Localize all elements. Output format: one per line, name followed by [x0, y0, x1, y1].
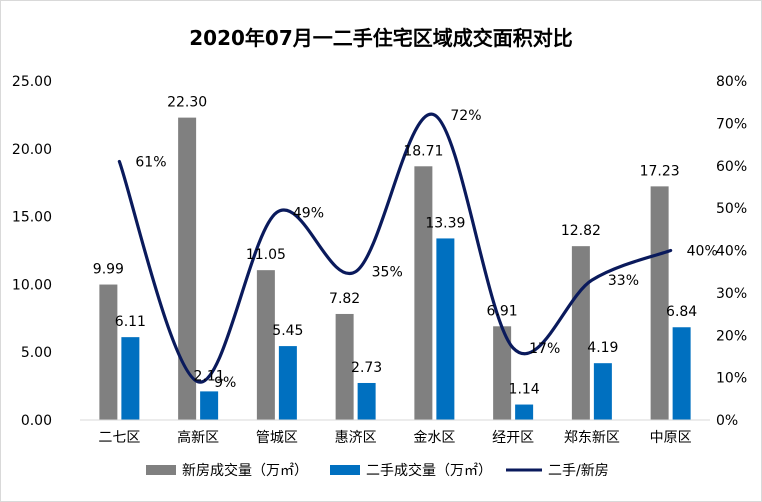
x-axis: 二七区 高新区 管城区 惠济区 金水区 经开区 郑东新区 中原区	[80, 419, 710, 446]
right-axis-tick-label: 60%	[716, 159, 747, 175]
left-axis: 0.00 5.00 10.00 15.00 20.00 25.00	[12, 74, 52, 429]
left-axis-tick-label: 25.00	[12, 74, 52, 90]
ratio-line	[117, 112, 673, 384]
ratio-value-label: 72%	[450, 108, 481, 124]
legend-label-ratio: 二手/新房	[548, 463, 609, 479]
right-axis-tick-label: 10%	[716, 371, 747, 387]
left-axis-tick-label: 20.00	[12, 142, 52, 158]
bars	[99, 117, 691, 420]
new-house-bar	[178, 117, 197, 420]
second-hand-bar	[672, 327, 691, 420]
right-axis-tick-label: 20%	[716, 328, 747, 344]
new-house-value-label: 18.71	[403, 143, 443, 159]
legend-swatch-new-house	[146, 465, 176, 475]
right-axis-tick-label: 80%	[716, 74, 747, 90]
right-axis-tick-label: 0%	[716, 413, 738, 429]
new-house-value-label: 11.05	[246, 247, 286, 263]
second-hand-value-label: 13.39	[425, 215, 465, 231]
second-hand-value-label: 2.11	[194, 368, 225, 384]
category-tick-label: 管城区	[256, 430, 298, 446]
category-tick-label: 中原区	[650, 430, 692, 446]
second-hand-bar	[278, 346, 297, 420]
second-hand-bar	[593, 363, 612, 420]
second-hand-value-label: 1.14	[509, 382, 540, 398]
second-hand-value-label: 5.45	[272, 323, 303, 339]
legend-label-second-hand: 二手成交量（万㎡）	[366, 462, 492, 479]
second-hand-bar	[121, 337, 140, 420]
second-hand-bar	[200, 391, 219, 420]
left-axis-tick-label: 0.00	[21, 413, 52, 429]
new-house-value-label: 9.99	[93, 262, 124, 278]
left-axis-tick-label: 5.00	[21, 345, 52, 361]
chart-title: 2020年07月一二手住宅区域成交面积对比	[189, 26, 573, 50]
ratio-value-label: 9%	[214, 375, 236, 391]
second-hand-value-label: 2.73	[351, 360, 382, 376]
right-axis-tick-label: 30%	[716, 286, 747, 302]
new-house-value-label: 12.82	[561, 223, 601, 239]
new-house-bar	[99, 284, 118, 420]
left-axis-tick-label: 10.00	[12, 277, 52, 293]
left-axis-tick-label: 15.00	[12, 210, 52, 226]
new-house-bar	[256, 270, 275, 420]
category-tick-label: 二七区	[98, 430, 140, 446]
ratio-value-label: 49%	[293, 205, 324, 221]
ratio-value-label: 40%	[687, 244, 718, 260]
legend-label-new-house: 新房成交量（万㎡）	[182, 462, 308, 479]
data-labels: 9.99 6.11 22.30 2.11 11.05 5.45 7.82 2.73 18.71 1…	[93, 95, 718, 398]
new-house-value-label: 22.30	[167, 95, 207, 111]
new-house-bar	[571, 246, 590, 420]
new-house-bar	[335, 313, 354, 420]
right-axis: 0% 10% 20% 30% 40% 50% 60% 70% 80%	[716, 74, 747, 429]
ratio-value-label: 33%	[608, 273, 639, 289]
category-tick-label: 金水区	[413, 430, 455, 446]
category-tick-label: 高新区	[177, 429, 219, 446]
right-axis-tick-label: 50%	[716, 201, 747, 217]
ratio-value-label: 35%	[372, 265, 403, 281]
new-house-value-label: 7.82	[329, 291, 360, 307]
category-tick-label: 经开区	[492, 430, 534, 446]
ratio-line-path	[117, 112, 673, 384]
new-house-value-label: 6.91	[487, 303, 518, 319]
right-axis-tick-label: 70%	[716, 116, 747, 132]
new-house-value-label: 17.23	[640, 163, 680, 179]
ratio-value-label: 17%	[529, 341, 560, 357]
new-house-bar	[650, 186, 669, 420]
new-house-bar	[414, 166, 433, 420]
second-hand-value-label: 4.19	[587, 340, 618, 356]
second-hand-value-label: 6.11	[115, 314, 146, 330]
second-hand-value-label: 6.84	[666, 304, 697, 320]
legend: 新房成交量（万㎡） 二手成交量（万㎡） 二手/新房	[146, 462, 609, 479]
ratio-value-label: 61%	[135, 155, 166, 171]
legend-swatch-second-hand	[330, 465, 360, 475]
second-hand-bar	[357, 382, 376, 420]
category-tick-label: 惠济区	[335, 430, 377, 446]
right-axis-tick-label: 40%	[716, 244, 747, 260]
second-hand-bar	[436, 238, 455, 420]
new-house-bar	[493, 326, 512, 420]
category-tick-label: 郑东新区	[564, 430, 620, 446]
second-hand-bar	[515, 404, 534, 420]
